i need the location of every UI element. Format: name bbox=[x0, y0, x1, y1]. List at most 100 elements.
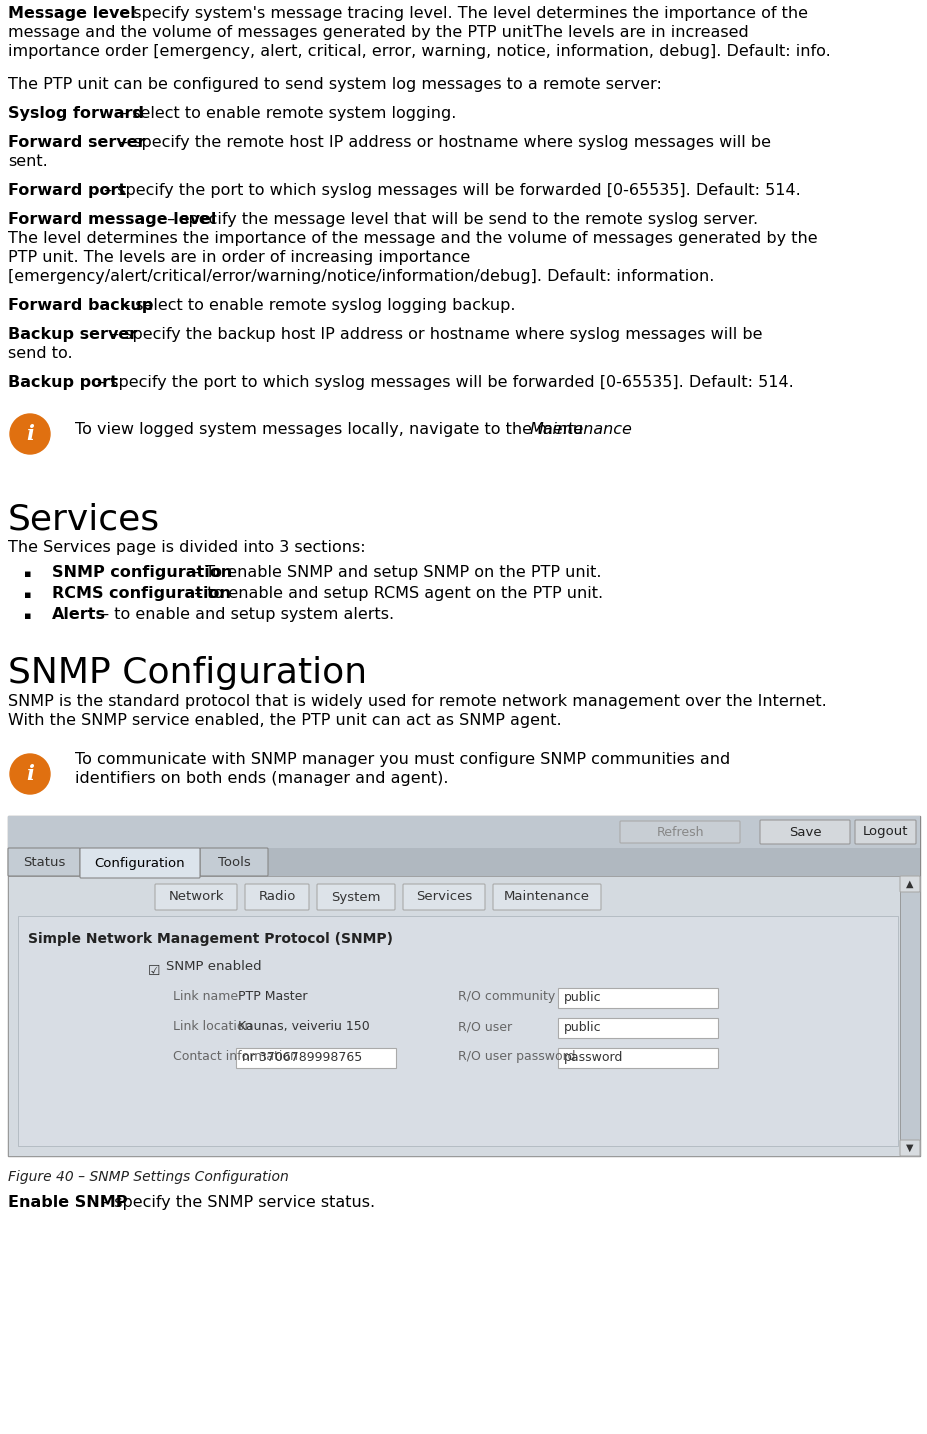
Text: – specify the remote host IP address or hostname where syslog messages will be: – specify the remote host IP address or … bbox=[115, 135, 770, 151]
Text: [emergency/alert/critical/error/warning/notice/information/debug]. Default: info: [emergency/alert/critical/error/warning/… bbox=[8, 270, 714, 284]
Text: To communicate with SNMP manager you must configure SNMP communities and: To communicate with SNMP manager you mus… bbox=[75, 751, 730, 767]
Text: RCMS configuration: RCMS configuration bbox=[52, 587, 231, 601]
Text: R/O community: R/O community bbox=[458, 989, 554, 1002]
Text: – to enable and setup system alerts.: – to enable and setup system alerts. bbox=[95, 607, 394, 622]
Text: importance order [emergency, alert, critical, error, warning, notice, informatio: importance order [emergency, alert, crit… bbox=[8, 44, 830, 59]
Text: – select to enable remote system logging.: – select to enable remote system logging… bbox=[114, 106, 456, 120]
Text: Backup server: Backup server bbox=[8, 327, 137, 341]
Text: – select to enable remote syslog logging backup.: – select to enable remote syslog logging… bbox=[117, 298, 514, 313]
Text: ☑: ☑ bbox=[147, 964, 160, 978]
Text: sent.: sent. bbox=[8, 153, 47, 169]
Text: Logout: Logout bbox=[862, 826, 908, 839]
Text: System: System bbox=[331, 891, 380, 903]
Circle shape bbox=[10, 754, 50, 794]
Text: – specify the message level that will be send to the remote syslog server.: – specify the message level that will be… bbox=[162, 212, 757, 227]
Text: – specify the backup host IP address or hostname where syslog messages will be: – specify the backup host IP address or … bbox=[106, 327, 762, 341]
Bar bbox=[8, 816, 919, 1156]
Text: PTP unit. The levels are in order of increasing importance: PTP unit. The levels are in order of inc… bbox=[8, 250, 470, 265]
FancyBboxPatch shape bbox=[317, 883, 395, 911]
Text: SNMP is the standard protocol that is widely used for remote network management : SNMP is the standard protocol that is wi… bbox=[8, 694, 826, 708]
Text: Kaunas, veiveriu 150: Kaunas, veiveriu 150 bbox=[237, 1020, 369, 1032]
Bar bbox=[899, 876, 919, 1156]
Text: identifiers on both ends (manager and agent).: identifiers on both ends (manager and ag… bbox=[75, 771, 448, 786]
Text: ▪: ▪ bbox=[24, 569, 32, 579]
Text: i: i bbox=[26, 424, 34, 445]
Text: PTP Master: PTP Master bbox=[237, 989, 307, 1002]
Text: Forward message level: Forward message level bbox=[8, 212, 216, 227]
Text: Configuration: Configuration bbox=[95, 856, 185, 869]
Text: – specify the port to which syslog messages will be forwarded [0-65535]. Default: – specify the port to which syslog messa… bbox=[92, 376, 793, 390]
Text: send to.: send to. bbox=[8, 346, 72, 361]
Text: Forward server: Forward server bbox=[8, 135, 146, 151]
Text: Maintenance: Maintenance bbox=[529, 422, 632, 437]
Text: With the SNMP service enabled, the PTP unit can act as SNMP agent.: With the SNMP service enabled, the PTP u… bbox=[8, 713, 561, 728]
Text: Tools: Tools bbox=[218, 856, 250, 869]
Text: ▪: ▪ bbox=[24, 589, 32, 599]
Text: ▼: ▼ bbox=[906, 1143, 913, 1153]
FancyBboxPatch shape bbox=[155, 883, 236, 911]
Text: SNMP Configuration: SNMP Configuration bbox=[8, 655, 367, 690]
Text: Figure 40 – SNMP Settings Configuration: Figure 40 – SNMP Settings Configuration bbox=[8, 1170, 288, 1184]
Text: SNMP configuration: SNMP configuration bbox=[52, 565, 232, 579]
FancyBboxPatch shape bbox=[402, 883, 485, 911]
Text: message and the volume of messages generated by the PTP unitThe levels are in in: message and the volume of messages gener… bbox=[8, 24, 748, 40]
Bar bbox=[8, 876, 899, 1156]
Text: – to enable and setup RCMS agent on the PTP unit.: – to enable and setup RCMS agent on the … bbox=[189, 587, 603, 601]
Bar bbox=[557, 1018, 717, 1038]
Text: Status: Status bbox=[23, 856, 65, 869]
FancyBboxPatch shape bbox=[619, 822, 739, 843]
Text: Simple Network Management Protocol (SNMP): Simple Network Management Protocol (SNMP… bbox=[28, 932, 392, 946]
Text: ▲: ▲ bbox=[906, 879, 913, 889]
FancyBboxPatch shape bbox=[854, 820, 915, 845]
Circle shape bbox=[10, 414, 50, 455]
Text: – specify the port to which syslog messages will be forwarded [0-65535]. Default: – specify the port to which syslog messa… bbox=[99, 184, 800, 198]
FancyBboxPatch shape bbox=[899, 1140, 919, 1156]
FancyBboxPatch shape bbox=[80, 847, 200, 878]
Text: Radio: Radio bbox=[258, 891, 296, 903]
Text: Backup port: Backup port bbox=[8, 376, 118, 390]
Text: Services: Services bbox=[415, 891, 472, 903]
Bar bbox=[557, 1048, 717, 1068]
Text: R/O user password: R/O user password bbox=[458, 1050, 575, 1063]
Text: The level determines the importance of the message and the volume of messages ge: The level determines the importance of t… bbox=[8, 231, 817, 247]
Text: Forward port: Forward port bbox=[8, 184, 126, 198]
Text: Alerts: Alerts bbox=[52, 607, 106, 622]
Text: Link location: Link location bbox=[172, 1020, 252, 1032]
Text: Network: Network bbox=[168, 891, 223, 903]
Text: Syslog forward: Syslog forward bbox=[8, 106, 144, 120]
Text: Link name: Link name bbox=[172, 989, 238, 1002]
FancyBboxPatch shape bbox=[200, 847, 268, 876]
Text: Services: Services bbox=[8, 502, 160, 536]
FancyBboxPatch shape bbox=[245, 883, 309, 911]
Text: – To enable SNMP and setup SNMP on the PTP unit.: – To enable SNMP and setup SNMP on the P… bbox=[187, 565, 601, 579]
Text: Contact information: Contact information bbox=[172, 1050, 298, 1063]
Text: – specify the SNMP service status.: – specify the SNMP service status. bbox=[95, 1195, 375, 1210]
Bar bbox=[8, 847, 919, 876]
Text: Save: Save bbox=[788, 826, 820, 839]
Text: The Services page is divided into 3 sections:: The Services page is divided into 3 sect… bbox=[8, 541, 365, 555]
Text: R/O user: R/O user bbox=[458, 1020, 512, 1032]
Text: SNMP enabled: SNMP enabled bbox=[166, 959, 261, 974]
Text: Forward backup: Forward backup bbox=[8, 298, 153, 313]
Text: password: password bbox=[564, 1051, 623, 1064]
Text: Refresh: Refresh bbox=[655, 826, 703, 839]
Text: i: i bbox=[26, 764, 34, 784]
Text: Maintenance: Maintenance bbox=[503, 891, 590, 903]
FancyBboxPatch shape bbox=[492, 883, 601, 911]
FancyBboxPatch shape bbox=[759, 820, 849, 845]
Text: – specify system's message tracing level. The level determines the importance of: – specify system's message tracing level… bbox=[115, 6, 807, 22]
Text: ▪: ▪ bbox=[24, 611, 32, 621]
Bar bbox=[557, 988, 717, 1008]
Text: nr 3706789998765: nr 3706789998765 bbox=[242, 1051, 362, 1064]
Text: To view logged system messages locally, navigate to the menu: To view logged system messages locally, … bbox=[75, 422, 582, 437]
Bar bbox=[8, 816, 919, 847]
Text: Message level: Message level bbox=[8, 6, 135, 22]
FancyBboxPatch shape bbox=[8, 847, 80, 876]
Bar bbox=[18, 916, 897, 1146]
Text: public: public bbox=[564, 991, 601, 1004]
Text: The PTP unit can be configured to send system log messages to a remote server:: The PTP unit can be configured to send s… bbox=[8, 77, 661, 92]
Text: public: public bbox=[564, 1021, 601, 1034]
Bar bbox=[235, 1048, 396, 1068]
Text: Enable SNMP: Enable SNMP bbox=[8, 1195, 127, 1210]
FancyBboxPatch shape bbox=[899, 876, 919, 892]
